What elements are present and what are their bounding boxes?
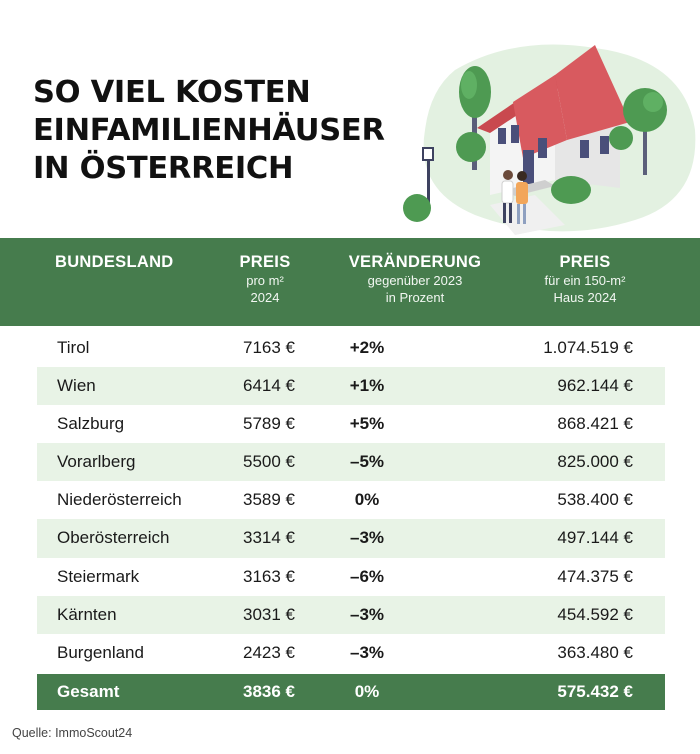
price-table: Tirol 7163 € +2% 1.074.519 € Wien 6414 € +1% 96… (37, 329, 665, 710)
price-m2-cell: 7163 € (243, 338, 295, 357)
table-row: Steiermark 3163 € –6% 474.375 € (37, 558, 665, 596)
change-cell: 0% (354, 681, 380, 701)
house-illustration (403, 44, 696, 235)
price-m2-cell: 3836 € (243, 681, 295, 701)
table-row: Vorarlberg 5500 € –5% 825.000 € (37, 443, 665, 482)
price-m2-cell: 6414 € (243, 376, 295, 396)
price-house-cell: 363.480 € (557, 642, 633, 662)
price-house-cell: 575.432 € (557, 681, 633, 701)
price-house-cell: 538.400 € (557, 490, 633, 510)
region-cell: Gesamt (57, 681, 120, 701)
region-cell: Oberösterreich (57, 528, 170, 548)
region-cell: Kärnten (57, 604, 117, 624)
header-price-m2-sub2: 2024 (250, 290, 280, 305)
region-cell: Vorarlberg (57, 452, 136, 472)
total-row: Gesamt 3836 € 0% 575.432 € (37, 673, 665, 710)
region-cell: Tirol (57, 338, 90, 357)
price-m2-cell: 5789 € (243, 414, 295, 434)
price-house-cell: 497.144 € (557, 528, 633, 548)
change-cell: +2% (349, 338, 385, 357)
change-cell: –3% (349, 642, 385, 662)
header-change: VERÄNDERUNG gegenüber 2023 in Prozent (330, 252, 500, 306)
header-price-m2-title: PREIS (239, 253, 291, 271)
price-house-cell: 454.592 € (557, 604, 633, 624)
header-price-m2-sub: pro m² (246, 273, 284, 288)
price-m2-cell: 3163 € (243, 566, 295, 586)
price-m2-cell: 2423 € (243, 642, 295, 662)
source-note: Quelle: ImmoScout24 (12, 726, 133, 740)
header-price-house: PREIS für ein 150-m² Haus 2024 (510, 252, 660, 306)
change-cell: +1% (349, 376, 385, 396)
price-house-cell: 1.074.519 € (543, 338, 633, 357)
header-price-house-sub2: Haus 2024 (553, 290, 617, 305)
price-house-cell: 962.144 € (557, 376, 633, 396)
change-cell: +5% (349, 414, 385, 434)
table-row: Tirol 7163 € +2% 1.074.519 € (37, 329, 665, 367)
header-change-sub2: in Prozent (385, 290, 445, 305)
table-row: Oberösterreich 3314 € –3% 497.144 € (37, 519, 665, 558)
header-price-m2: PREIS pro m² 2024 (205, 252, 325, 306)
price-house-cell: 474.375 € (557, 566, 633, 586)
price-house-cell: 825.000 € (557, 452, 633, 472)
header-price-house-title: PREIS (559, 253, 611, 271)
change-cell: –3% (349, 604, 385, 624)
table-row: Salzburg 5789 € +5% 868.421 € (37, 405, 665, 443)
region-cell: Steiermark (57, 566, 140, 586)
price-m2-cell: 3031 € (243, 604, 295, 624)
table-row: Burgenland 2423 € –3% 363.480 € (37, 634, 665, 672)
price-house-cell: 868.421 € (557, 414, 633, 434)
price-m2-cell: 3589 € (243, 490, 295, 510)
change-cell: –5% (349, 452, 385, 472)
table-header: BUNDESLAND PREIS pro m² 2024 VERÄNDERUNG… (0, 238, 700, 326)
price-m2-cell: 3314 € (243, 528, 295, 548)
header-region-title: BUNDESLAND (55, 253, 174, 271)
title-line-1: SO VIEL KOSTEN (33, 75, 311, 110)
chart-title: SO VIEL KOSTEN EINFAMILIENHÄUSER IN ÖSTE… (33, 74, 385, 188)
region-cell: Burgenland (57, 642, 144, 662)
region-cell: Salzburg (57, 414, 125, 434)
title-line-3: IN ÖSTERREICH (33, 151, 294, 186)
table-row: Kärnten 3031 € –3% 454.592 € (37, 595, 665, 634)
change-cell: –6% (349, 566, 385, 586)
change-cell: –3% (349, 528, 385, 548)
region-cell: Niederösterreich (57, 490, 182, 510)
header-region: BUNDESLAND (55, 252, 174, 272)
region-cell: Wien (57, 376, 96, 396)
table-row: Niederösterreich 3589 € 0% 538.400 € (37, 481, 665, 519)
header-price-house-sub: für ein 150-m² (544, 273, 626, 288)
change-cell: 0% (354, 490, 380, 510)
header-change-title: VERÄNDERUNG (348, 253, 482, 271)
price-m2-cell: 5500 € (243, 452, 295, 472)
table-row: Wien 6414 € +1% 962.144 € (37, 367, 665, 406)
title-line-2: EINFAMILIENHÄUSER (33, 113, 385, 148)
header-change-sub: gegenüber 2023 (367, 273, 463, 288)
